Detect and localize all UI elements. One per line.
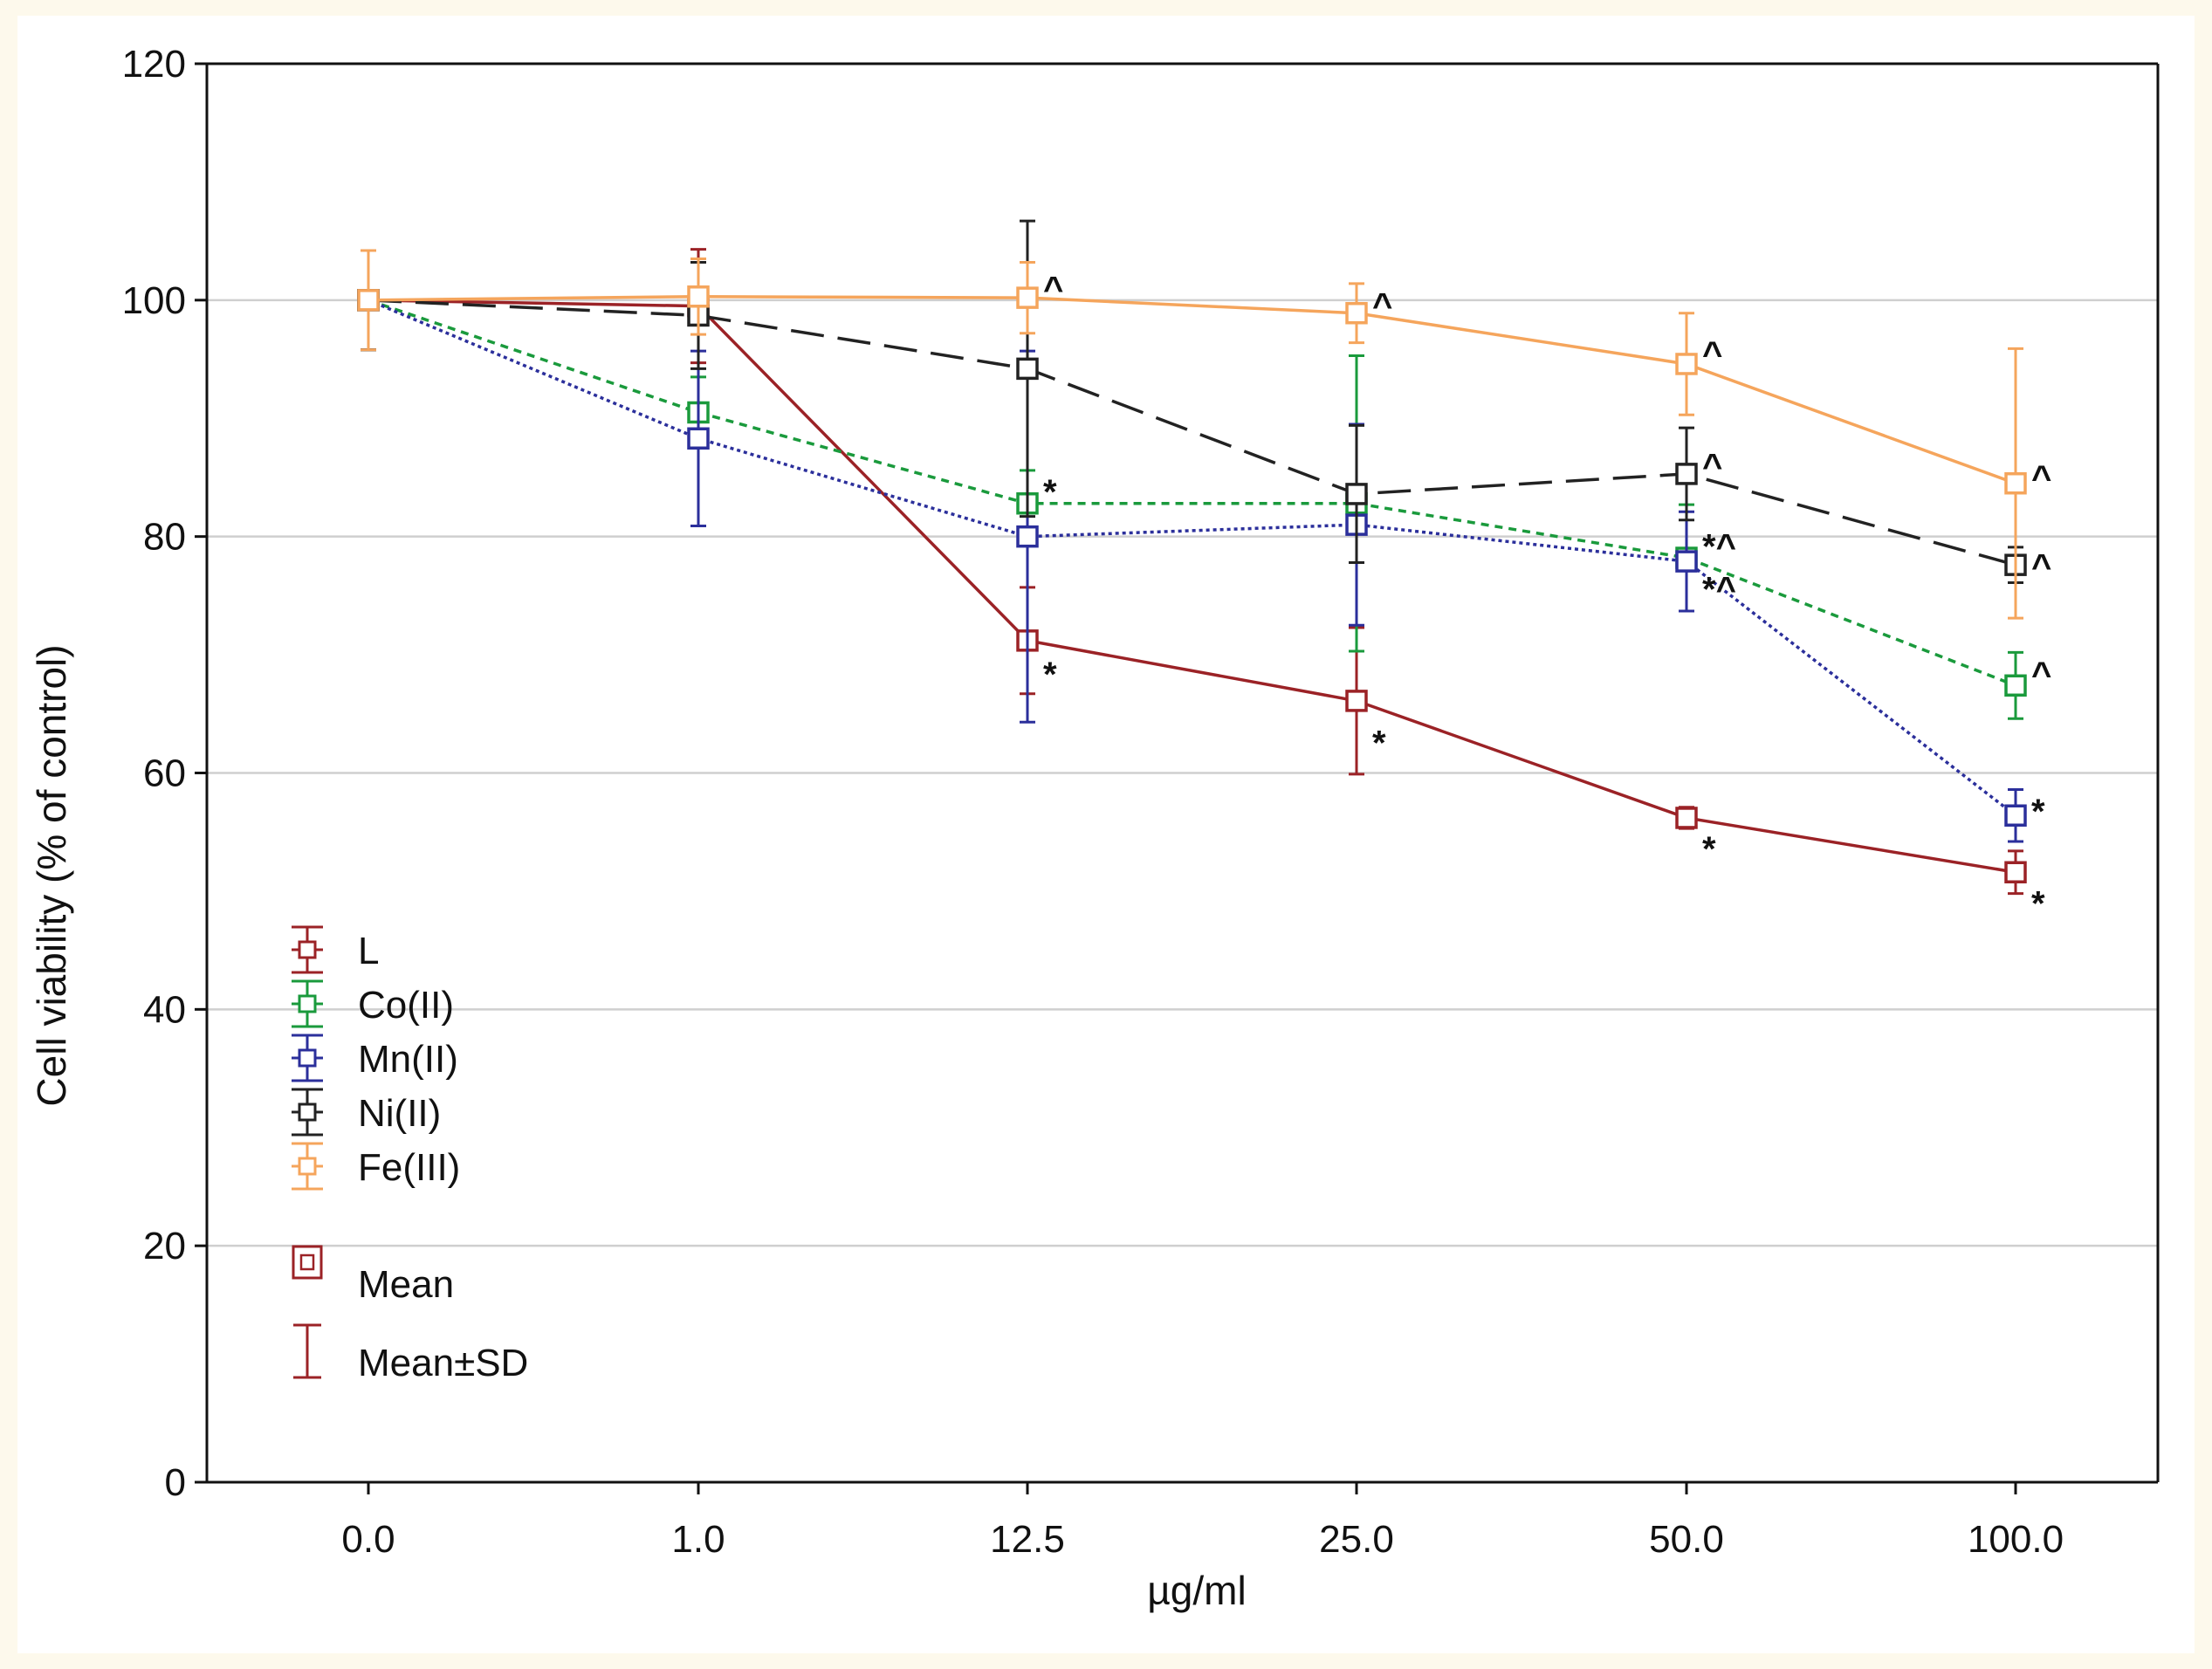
marker-feiii-0 (357, 289, 380, 312)
legend-marker-niii (298, 1102, 317, 1122)
x-tick-label-2: 12.5 (990, 1518, 1065, 1561)
x-tick-label-1: 1.0 (671, 1518, 725, 1561)
series-line-feiii (368, 295, 2016, 485)
y-tick-label-60: 60 (143, 752, 186, 795)
x-tick-label-3: 25.0 (1319, 1518, 1394, 1561)
marker-mnii-2 (1016, 525, 1039, 548)
grid-layer (207, 299, 2158, 1247)
legend-label-coii: Co(II) (358, 984, 454, 1027)
legend: L Co(II) Mn(II) Ni(II) Fe(III) Mean Mean±SD (292, 925, 528, 1384)
y-tick-label-120: 120 (122, 43, 186, 86)
marker-l-5 (2004, 861, 2027, 883)
series-line-niii (368, 299, 2016, 567)
y-axis-label: Cell viability (% of control) (29, 644, 74, 1106)
marker-niii-3 (1345, 483, 1368, 505)
marker-mnii-5 (2004, 804, 2027, 827)
series-line-coii (368, 299, 2016, 687)
legend-label-niii: Ni(II) (358, 1092, 441, 1135)
y-tick-label-20: 20 (143, 1225, 186, 1267)
marker-l-4 (1675, 807, 1698, 829)
significance-mark-12: ^ (2031, 656, 2051, 694)
legend-mean-marker-inner (299, 1253, 315, 1271)
significance-mark-0: * (1043, 473, 1057, 512)
significance-mark-4: * (2031, 884, 2045, 923)
significance-mark-11: ^ (2031, 548, 2051, 587)
y-tick-label-80: 80 (143, 516, 186, 559)
legend-marker-feiii (298, 1157, 317, 1176)
legend-label-mnii: Mn(II) (358, 1038, 458, 1081)
significance-mark-5: * (2031, 793, 2045, 831)
significance-mark-2: * (1372, 724, 1386, 762)
x-tick-label-0: 0.0 (341, 1518, 395, 1561)
legend-label-mean: Mean (358, 1263, 454, 1306)
marker-coii-5 (2004, 674, 2027, 697)
significance-mark-1: * (1043, 656, 1057, 694)
legend-label-feiii: Fe(III) (358, 1146, 460, 1189)
marker-l-3 (1345, 690, 1368, 712)
series-layer (357, 219, 2027, 896)
marker-feiii-1 (687, 285, 710, 308)
significance-mark-14: *^ (1702, 570, 1736, 608)
x-tick-label-4: 50.0 (1649, 1518, 1724, 1561)
marker-mnii-4 (1675, 550, 1698, 573)
significance-mark-9: ^ (2031, 459, 2051, 498)
x-tick-label-5: 100.0 (1968, 1518, 2064, 1561)
series-line-l (368, 299, 2016, 874)
y-tick-label-40: 40 (143, 988, 186, 1031)
marker-mnii-1 (687, 427, 710, 450)
significance-mark-13: *^ (1702, 528, 1736, 567)
significance-mark-10: ^ (1702, 447, 1722, 485)
series-line-mnii (368, 299, 2017, 817)
marker-feiii-3 (1345, 301, 1368, 325)
annotation-layer: ******^ ^^^^^^*^*^ (1043, 270, 2051, 923)
significance-mark-7: ^ (1372, 286, 1392, 325)
legend-label-mean-sd: Mean±SD (358, 1342, 528, 1384)
marker-feiii-4 (1675, 353, 1698, 375)
significance-mark-6: ^ (1043, 270, 1063, 308)
marker-niii-2 (1016, 357, 1039, 381)
x-axis-label: µg/ml (1147, 1568, 1246, 1613)
y-tick-label-100: 100 (122, 279, 186, 322)
y-tick-label-0: 0 (165, 1461, 186, 1504)
axis-layer: 0 20 40 60 80 100 120 0.0 1.0 12.5 25.0 50.0 100.0 (122, 43, 2160, 1561)
legend-marker-l (298, 940, 317, 959)
significance-mark-8: ^ (1702, 335, 1722, 374)
legend-label-l: L (358, 930, 379, 972)
legend-marker-mnii (298, 1048, 317, 1068)
marker-feiii-2 (1016, 286, 1039, 309)
legend-marker-coii (298, 994, 317, 1013)
marker-niii-4 (1675, 463, 1698, 485)
chart-frame: * * * * * * ^ ^ ^ ^ ^ ^ ^ *^ *^ 0 20 40 60 80 100 120 0.0 1.0 1… (17, 16, 2195, 1653)
significance-mark-3: * (1702, 830, 1716, 869)
marker-feiii-5 (2004, 471, 2027, 495)
